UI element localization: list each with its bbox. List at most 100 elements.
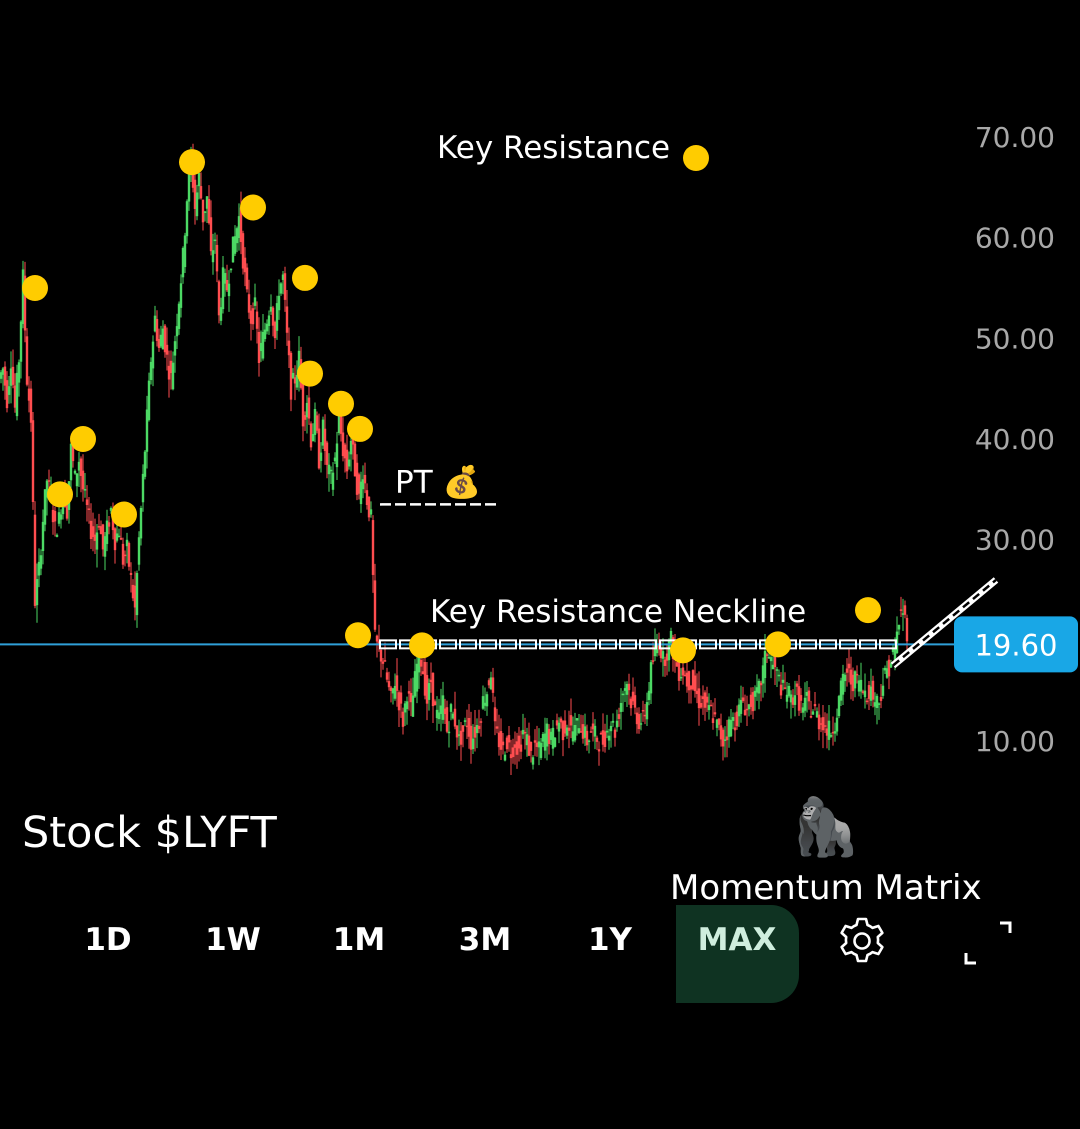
- candle: [741, 697, 745, 702]
- candle: [815, 711, 819, 718]
- candle: [183, 235, 187, 268]
- candle: [23, 275, 27, 331]
- candle: [313, 409, 317, 435]
- resistance-marker: [47, 481, 73, 508]
- range-1d-button[interactable]: 1D: [84, 922, 132, 958]
- candle: [627, 683, 631, 691]
- candle: [719, 725, 723, 740]
- candle: [737, 704, 741, 717]
- candle: [435, 709, 439, 719]
- candle: [9, 368, 13, 386]
- candle: [809, 715, 813, 718]
- legend-key-resistance: Key Resistance: [437, 130, 670, 166]
- fullscreen-button[interactable]: [960, 913, 1016, 969]
- candle: [319, 452, 323, 461]
- candle: [445, 707, 449, 732]
- candle: [605, 730, 609, 733]
- candle: [195, 192, 199, 217]
- candle: [43, 489, 47, 525]
- neckline-dash: [579, 639, 597, 650]
- candle: [851, 674, 855, 692]
- candle: [209, 217, 213, 252]
- candle: [335, 443, 339, 468]
- candle: [677, 654, 681, 681]
- candle: [793, 695, 797, 705]
- brand-name: Momentum Matrix: [670, 868, 982, 908]
- candle: [97, 526, 101, 528]
- candle: [125, 539, 129, 547]
- candle: [887, 659, 891, 677]
- neckline-dash: [839, 639, 857, 650]
- price-target-label: PT 💰: [395, 463, 481, 500]
- candle: [175, 326, 179, 337]
- candle: [323, 428, 327, 451]
- range-1y-button[interactable]: 1Y: [587, 922, 633, 958]
- candle: [563, 720, 567, 734]
- range-selector: 1D 1W 1M 3M 1Y MAX: [0, 905, 1080, 1005]
- candle: [839, 680, 843, 701]
- candle: [797, 686, 801, 711]
- candle: [761, 665, 765, 684]
- ticker-label: Stock $LYFT: [22, 808, 277, 858]
- candle: [509, 754, 513, 759]
- candle: [569, 715, 573, 726]
- candle: [213, 239, 217, 242]
- candle: [317, 428, 321, 469]
- candle: [757, 680, 761, 694]
- candle: [201, 199, 205, 223]
- resistance-marker: [347, 415, 373, 442]
- neckline-dash: [639, 639, 657, 650]
- candle: [447, 731, 451, 734]
- candle: [363, 474, 367, 484]
- candle: [491, 677, 495, 693]
- neckline-dash: [719, 639, 737, 650]
- candle: [85, 499, 89, 505]
- candle: [77, 461, 81, 471]
- candle: [291, 372, 295, 379]
- candle: [635, 712, 639, 725]
- candle: [681, 667, 685, 676]
- candle: [577, 728, 581, 733]
- resistance-marker: [179, 149, 205, 176]
- current-price-box-bg: [954, 616, 1078, 673]
- candle: [903, 605, 907, 615]
- candle: [105, 520, 109, 544]
- resistance-marker: [70, 426, 96, 452]
- candle: [593, 725, 597, 737]
- candle: [31, 420, 35, 502]
- candle: [207, 198, 211, 224]
- candle: [597, 749, 601, 752]
- candle: [3, 366, 7, 386]
- candle: [541, 733, 545, 742]
- range-max-button[interactable]: MAX: [697, 922, 777, 958]
- candle: [545, 723, 549, 747]
- candle: [261, 331, 265, 359]
- candle: [117, 535, 121, 538]
- candle: [517, 735, 521, 749]
- candle: [871, 680, 875, 700]
- candle: [705, 696, 709, 703]
- candle: [821, 717, 825, 731]
- candle: [37, 561, 41, 576]
- candle: [71, 444, 75, 462]
- range-1m-button[interactable]: 1M: [332, 922, 386, 958]
- candle: [357, 474, 361, 494]
- candle: [803, 697, 807, 711]
- candle: [515, 741, 519, 755]
- candle: [619, 702, 623, 712]
- candle: [547, 728, 551, 745]
- candle: [159, 334, 163, 347]
- candle: [819, 723, 823, 725]
- candle: [309, 423, 313, 448]
- candle: [91, 526, 95, 538]
- candle: [755, 687, 759, 693]
- candle: [245, 267, 249, 290]
- range-1w-button[interactable]: 1W: [205, 922, 261, 958]
- range-3m-button[interactable]: 3M: [458, 922, 512, 958]
- candle: [329, 469, 333, 472]
- settings-button[interactable]: [836, 915, 888, 967]
- candle: [425, 675, 429, 704]
- candle: [27, 388, 31, 401]
- candle: [609, 725, 613, 732]
- candle: [853, 671, 857, 689]
